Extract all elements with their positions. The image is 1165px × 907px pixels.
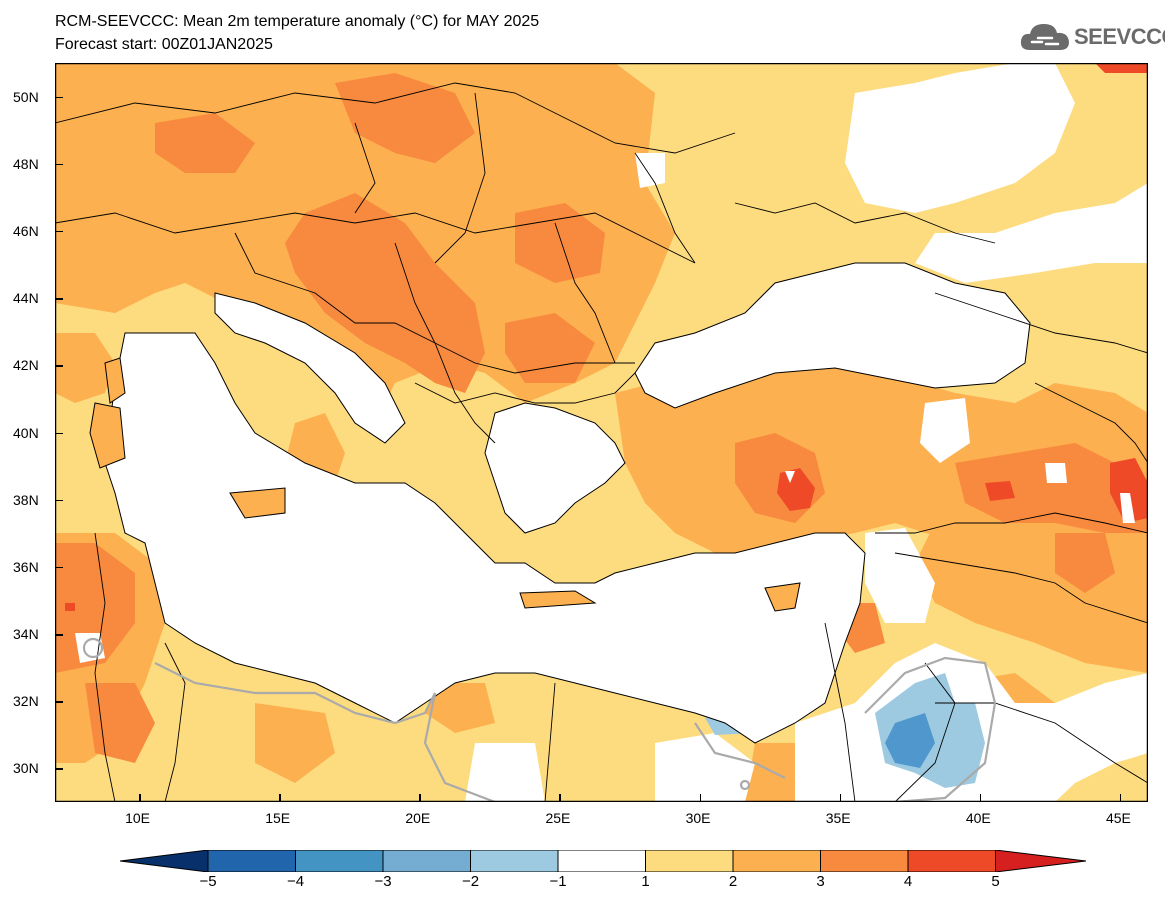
colorbar-segment [470, 850, 559, 872]
colorbar-arrow-low [120, 850, 209, 872]
forecast-start: Forecast start: 00Z01JAN2025 [55, 36, 273, 53]
lat-tick-label: 50N [13, 88, 39, 105]
seevccc-logo: SEEVCCC [1018, 18, 1165, 58]
colorbar-label: −2 [461, 873, 480, 890]
lat-tick-mark [55, 566, 63, 569]
anomaly-map [54, 62, 1149, 803]
lon-tick-mark [279, 794, 281, 802]
lon-tick-label: 30E [685, 810, 711, 826]
lon-tick-mark [139, 794, 141, 802]
lat-tick-mark [55, 701, 63, 703]
zero-anomaly-contour [82, 637, 997, 802]
colorbar-label: −1 [549, 873, 567, 890]
islands [89, 357, 801, 612]
lon-tick-label: 25E [545, 810, 571, 826]
lon-tick-mark [559, 794, 561, 802]
colorbar-segment [732, 850, 821, 872]
logo-text: SEEVCCC [1074, 24, 1165, 49]
lat-tick-label: 46N [13, 222, 39, 239]
cloud-icon [1020, 24, 1069, 50]
lon-tick-label: 15E [265, 810, 291, 826]
lat-tick-label: 38N [13, 491, 39, 508]
lat-tick-label: 30N [13, 760, 39, 777]
lat-tick-mark [55, 365, 63, 367]
lat-tick-label: 44N [13, 290, 39, 307]
colorbar-label: −3 [374, 873, 392, 890]
sea-areas [104, 262, 1031, 744]
lon-tick-label: 20E [405, 810, 431, 826]
colorbar-arrow-high [995, 850, 1086, 872]
colorbar-segment [820, 850, 909, 872]
lon-tick-label: 35E [825, 810, 851, 826]
colorbar-segment [207, 850, 296, 872]
lon-tick-label: 45E [1105, 810, 1131, 826]
colorbar-label: −4 [286, 873, 305, 890]
lat-tick-mark [55, 499, 63, 502]
lat-tick-mark [55, 96, 63, 99]
colorbar-label: 3 [816, 873, 825, 890]
map-title: RCM-SEEVCCC: Mean 2m temperature anomaly… [55, 13, 540, 30]
lat-tick-mark [55, 768, 63, 770]
colorbar-segment [557, 850, 646, 872]
colorbar-label: −5 [199, 873, 217, 890]
colorbar-segment [645, 850, 734, 872]
lon-tick-mark [419, 794, 421, 802]
lat-tick-mark [55, 634, 63, 636]
lat-tick-label: 32N [13, 693, 39, 710]
lat-tick-label: 40N [13, 424, 39, 441]
land-anomaly-near-zero [75, 63, 1148, 802]
lat-tick-mark [55, 230, 63, 233]
lon-tick-mark [979, 794, 982, 802]
lon-tick-mark [1119, 794, 1122, 802]
lon-tick-mark [699, 794, 702, 802]
lat-tick-label: 48N [13, 155, 39, 172]
colorbar-segment [382, 850, 471, 872]
lon-tick-mark [839, 794, 842, 802]
colorbar [120, 850, 1086, 872]
colorbar-label: 5 [991, 873, 1000, 890]
lat-tick-label: 42N [13, 357, 39, 374]
colorbar-segment [907, 850, 996, 872]
lat-tick-label: 36N [13, 558, 39, 575]
lon-tick-label: 40E [965, 810, 991, 826]
colorbar-segment [295, 850, 384, 872]
country-borders [55, 82, 1148, 802]
lat-tick-mark [55, 298, 63, 300]
lat-tick-mark [55, 163, 63, 166]
colorbar-label: 1 [641, 873, 650, 890]
lat-tick-mark [55, 432, 63, 434]
lat-tick-label: 34N [13, 626, 39, 643]
colorbar-label: 4 [903, 873, 913, 890]
lon-tick-label: 10E [125, 810, 150, 826]
colorbar-label: 2 [728, 873, 738, 890]
land-anomaly-4-5 [65, 63, 1148, 611]
